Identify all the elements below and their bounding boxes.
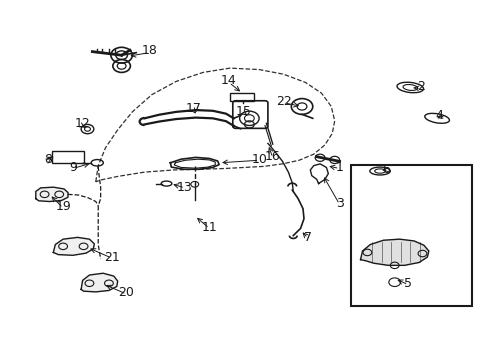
Text: 18: 18: [141, 44, 157, 57]
Text: 16: 16: [264, 150, 280, 163]
Text: 8: 8: [44, 153, 52, 166]
Text: 5: 5: [404, 278, 411, 291]
Text: 10: 10: [251, 153, 266, 166]
Polygon shape: [81, 273, 118, 292]
Text: 11: 11: [201, 221, 217, 234]
Text: 9: 9: [69, 161, 77, 174]
Text: 14: 14: [221, 74, 236, 87]
Text: 6: 6: [381, 163, 389, 176]
Text: 17: 17: [185, 102, 201, 115]
Text: 15: 15: [235, 105, 251, 118]
Polygon shape: [53, 237, 94, 255]
Bar: [52, 151, 83, 163]
Bar: [350, 165, 471, 306]
Text: 13: 13: [177, 181, 192, 194]
Text: 3: 3: [335, 197, 343, 210]
Text: 1: 1: [335, 161, 343, 174]
Bar: [229, 93, 254, 101]
Text: 20: 20: [118, 287, 134, 300]
Text: 7: 7: [303, 231, 311, 244]
Text: 19: 19: [55, 201, 71, 213]
Text: 2: 2: [416, 80, 424, 93]
Polygon shape: [36, 187, 68, 202]
Text: 21: 21: [104, 251, 120, 264]
Text: 22: 22: [276, 95, 292, 108]
Text: 4: 4: [435, 109, 443, 122]
Text: 12: 12: [75, 117, 90, 130]
Polygon shape: [360, 239, 428, 265]
